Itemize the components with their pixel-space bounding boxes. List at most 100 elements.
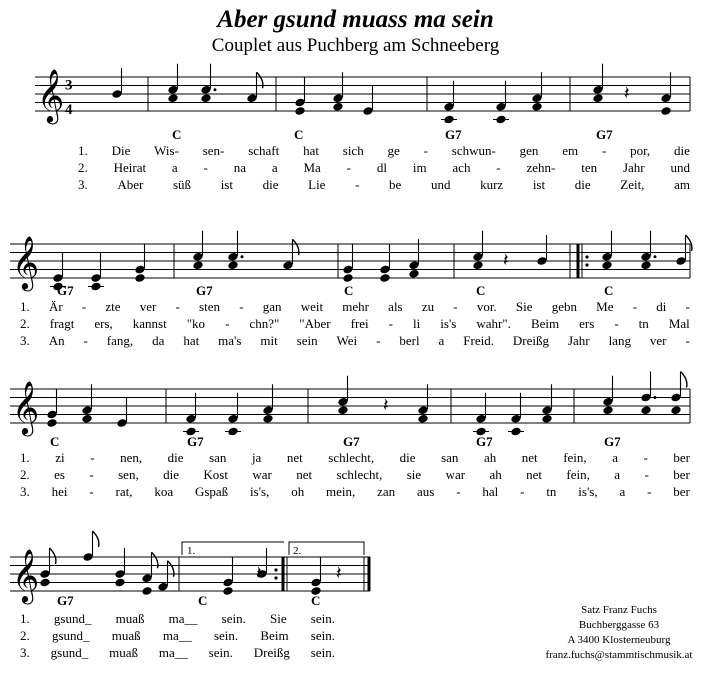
lyric-syllable: war bbox=[252, 467, 272, 482]
lyric-syllable: gsund_ bbox=[53, 611, 92, 626]
lyric-syllable: tn bbox=[638, 316, 649, 331]
lyric-syllable: ah bbox=[483, 450, 497, 465]
lyric-syllable: und bbox=[670, 160, 690, 175]
lyric-syllable: ist bbox=[532, 177, 546, 192]
lyric-syllable: - bbox=[614, 316, 619, 331]
note-head bbox=[83, 553, 93, 561]
note-head bbox=[82, 414, 92, 423]
lyric-syllable: Sie bbox=[515, 299, 533, 314]
lyric-syllable: dl bbox=[376, 160, 387, 175]
lyric-syllable: san bbox=[209, 450, 227, 465]
lyric-syllable: muaß bbox=[111, 628, 141, 643]
lyric-syllable: mit bbox=[260, 333, 278, 348]
lyric-syllable: - bbox=[496, 160, 501, 175]
repeat-dot bbox=[585, 255, 589, 259]
lyric-syllable: mein, bbox=[326, 484, 356, 499]
repeat-dot bbox=[585, 263, 589, 267]
note-head bbox=[47, 419, 57, 427]
lyric-syllable: - bbox=[89, 484, 94, 499]
note-flag bbox=[685, 234, 693, 252]
note-head bbox=[473, 252, 483, 261]
lyric-syllable: - bbox=[632, 299, 638, 314]
lyric-syllable: is's, bbox=[578, 484, 598, 499]
verse-number: 1. bbox=[78, 143, 88, 158]
chord-symbol: G7 bbox=[596, 127, 613, 142]
lyric-syllable: - bbox=[89, 467, 94, 482]
lyric-syllable: Die bbox=[111, 143, 131, 158]
repeat-dot bbox=[274, 568, 278, 572]
lyric-line: 3. Aber süß ist die Lie - be und kurz ist die Zeit, a… bbox=[0, 177, 690, 193]
lyric-syllable: ber bbox=[673, 484, 690, 499]
verse-number: 2. bbox=[20, 316, 30, 331]
lyric-syllable: Zeit, bbox=[620, 177, 645, 192]
lyric-syllable: fein, bbox=[563, 450, 587, 465]
note-head bbox=[112, 90, 122, 98]
lyric-syllable: ber bbox=[673, 467, 690, 482]
lyric-syllable: als bbox=[388, 299, 403, 314]
note-head bbox=[641, 261, 651, 270]
chord-symbol: G7 bbox=[604, 434, 621, 449]
lyric-syllable: - bbox=[453, 299, 458, 314]
lyric-syllable: - bbox=[644, 467, 649, 482]
lyric-syllable: por, bbox=[630, 143, 651, 158]
lyric-syllable: - bbox=[346, 160, 352, 175]
note-head bbox=[117, 419, 127, 427]
note-flag bbox=[151, 551, 159, 569]
arranger-credits: Satz Franz Fuchs Buchberggasse 63 A 3400… bbox=[534, 603, 704, 663]
note-head bbox=[135, 274, 145, 282]
note-head bbox=[168, 94, 178, 103]
lyric-syllable: koa bbox=[154, 484, 174, 499]
lyric-syllable: Mal bbox=[668, 316, 690, 331]
lyric-syllable: li bbox=[413, 316, 421, 331]
lyric-syllable: gen bbox=[519, 143, 539, 158]
volta-label-2: 2. bbox=[293, 545, 302, 557]
note-head bbox=[496, 102, 506, 111]
treble-clef-icon: 𝄞 bbox=[12, 548, 39, 604]
credit-line: Satz Franz Fuchs bbox=[581, 604, 657, 616]
lyric-syllable: sein bbox=[296, 333, 318, 348]
lyric-syllable: sein. bbox=[310, 645, 335, 660]
note-head bbox=[193, 261, 203, 270]
lyric-syllable: gsund_ bbox=[51, 628, 90, 643]
lyric-syllable: die bbox=[163, 467, 179, 482]
volta-label-1: 1. bbox=[187, 545, 196, 557]
note-head bbox=[542, 414, 552, 423]
note-head bbox=[641, 406, 651, 415]
note-head bbox=[380, 274, 390, 282]
lyric-syllable: - bbox=[175, 299, 180, 314]
lyric-syllable: ber bbox=[673, 450, 690, 465]
lyric-syllable: kannst bbox=[132, 316, 167, 331]
note-head bbox=[671, 393, 681, 402]
augmentation-dot bbox=[213, 88, 217, 92]
lyric-syllable: ma__ bbox=[158, 645, 188, 660]
lyric-syllable: sten bbox=[199, 299, 220, 314]
lyric-syllable: - bbox=[376, 333, 381, 348]
note-head bbox=[542, 406, 552, 415]
lyric-syllable: muaß bbox=[115, 611, 145, 626]
lyric-syllable: Lie bbox=[308, 177, 326, 192]
chord-symbol: C bbox=[198, 593, 208, 608]
note-head bbox=[661, 94, 671, 103]
note-head bbox=[593, 85, 603, 94]
note-head bbox=[476, 414, 486, 423]
lyric-syllable: ist bbox=[220, 177, 233, 192]
note-head bbox=[473, 261, 483, 270]
note-head bbox=[47, 410, 57, 419]
note-head bbox=[338, 406, 348, 415]
lyric-syllable: ver bbox=[139, 299, 157, 314]
lyric-line: 3. hei - rat, koa Gspaß is's, oh mein, zan aus - hal… bbox=[0, 484, 690, 500]
note-head bbox=[641, 393, 651, 402]
chord-symbol: C bbox=[344, 283, 354, 298]
note-flag bbox=[256, 71, 264, 89]
lyric-syllable: Ma bbox=[303, 160, 321, 175]
lyric-syllable: oh bbox=[291, 484, 305, 499]
lyric-syllable: Freid. bbox=[463, 333, 494, 348]
lyric-line: 1. gsund_ muaß ma__ sein. Sie sein. bbox=[0, 611, 335, 627]
time-signature-bottom: 4 bbox=[65, 102, 73, 118]
note-head bbox=[295, 107, 305, 115]
note-head bbox=[593, 94, 603, 103]
lyric-syllable: net bbox=[296, 467, 313, 482]
lyric-syllable: ma's bbox=[218, 333, 242, 348]
lyric-syllable: frei bbox=[350, 316, 369, 331]
note-head bbox=[115, 570, 125, 578]
